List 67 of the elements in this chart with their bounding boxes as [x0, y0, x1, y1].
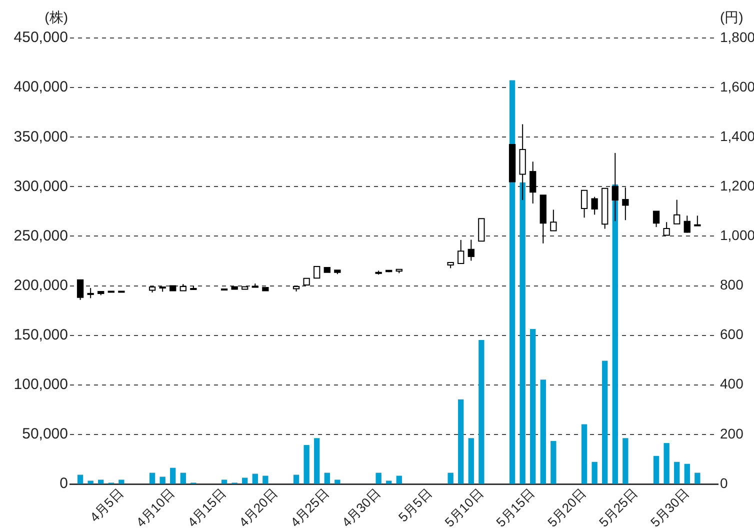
- bar: [262, 476, 268, 484]
- y-tick-label: 100,000: [14, 376, 68, 394]
- bar: [304, 445, 310, 484]
- bar: [396, 476, 402, 484]
- bar: [448, 472, 454, 484]
- bar: [386, 480, 392, 484]
- x-tick-label: 5月5日: [395, 486, 435, 525]
- bar: [581, 424, 588, 484]
- y-tick-label: 150,000: [14, 326, 68, 344]
- y-tick-label: 450,000: [14, 29, 68, 46]
- x-tick-label: 5月15日: [493, 486, 538, 530]
- y-tick-label: 350,000: [14, 128, 68, 146]
- bar: [334, 480, 340, 484]
- x-tick-label: 5月30日: [647, 486, 692, 530]
- bar: [540, 380, 546, 484]
- bar: [149, 472, 156, 484]
- y2-tick-label: 400: [720, 376, 744, 392]
- x-tick-label: 4月5日: [86, 486, 126, 525]
- bar: [653, 456, 660, 484]
- y-tick-label: 0: [60, 475, 68, 492]
- bar: [622, 438, 628, 484]
- bar: [242, 478, 248, 484]
- y-tick-label: 250,000: [14, 227, 68, 244]
- bar: [602, 360, 608, 484]
- bar: [180, 472, 186, 484]
- bar: [98, 480, 104, 484]
- x-tick-label: 5月25日: [596, 486, 640, 530]
- bar: [550, 441, 556, 484]
- bar: [170, 468, 176, 484]
- bar: [674, 462, 680, 484]
- bar: [468, 438, 474, 484]
- y-axis-title: (株): [44, 8, 68, 25]
- x-tick-label: 4月25日: [287, 486, 332, 530]
- bar: [324, 472, 330, 484]
- bar: [684, 464, 690, 484]
- y-tick-label: 400,000: [14, 78, 68, 96]
- y2-tick-label: 0: [720, 474, 728, 491]
- x-tick-label: 4月10日: [133, 486, 178, 530]
- bar: [252, 474, 258, 484]
- y2-axis-title: (円): [720, 8, 744, 25]
- bar: [221, 480, 228, 484]
- bar: [77, 474, 84, 484]
- x-tick-label: 4月30日: [338, 486, 384, 530]
- bar: [694, 472, 700, 484]
- bar: [458, 399, 464, 484]
- bar: [478, 340, 484, 484]
- bar: [664, 443, 670, 484]
- bar: [293, 474, 300, 484]
- bar: [118, 480, 124, 484]
- y2-tick-label: 600: [720, 326, 744, 342]
- y2-tick-label: 800: [720, 276, 744, 293]
- bar: [592, 462, 598, 484]
- bar: [314, 438, 320, 484]
- x-tick-label: 5月20日: [544, 486, 589, 530]
- bar: [612, 184, 618, 484]
- bar: [376, 472, 382, 484]
- bar: [530, 329, 536, 484]
- bar: [88, 480, 94, 484]
- bar: [160, 476, 166, 484]
- x-tick-label: 5月10日: [442, 486, 486, 530]
- y-tick-label: 200,000: [14, 276, 68, 294]
- bar: [520, 182, 526, 484]
- x-tick-label: 4月15日: [184, 486, 229, 530]
- y-tick-label: 50,000: [22, 426, 68, 443]
- y2-tick-label: 200: [720, 425, 744, 442]
- x-tick-label: 4月20日: [236, 486, 280, 530]
- y-tick-label: 300,000: [14, 178, 68, 195]
